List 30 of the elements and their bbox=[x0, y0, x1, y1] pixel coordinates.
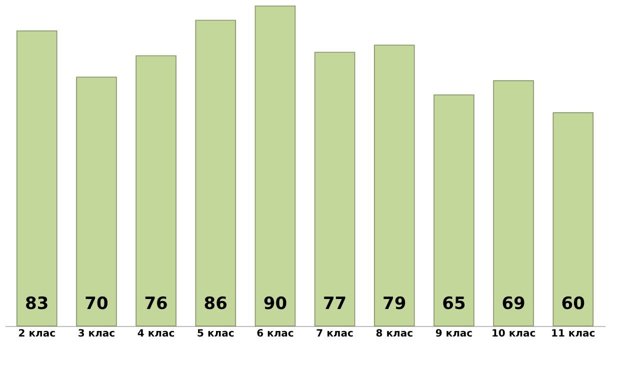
data-label: 70 bbox=[84, 294, 108, 314]
bar bbox=[76, 76, 117, 326]
data-label: 69 bbox=[502, 294, 526, 314]
data-label: 76 bbox=[144, 294, 168, 314]
data-label: 83 bbox=[25, 294, 49, 314]
bar bbox=[16, 30, 58, 326]
bar bbox=[434, 94, 474, 326]
x-tick-label: 6 клас bbox=[256, 328, 294, 340]
data-label: 79 bbox=[382, 294, 406, 314]
x-tick-label: 8 клас bbox=[376, 328, 414, 340]
x-tick-label: 4 клас bbox=[137, 328, 175, 340]
x-tick-label: 7 клас bbox=[316, 328, 354, 340]
data-label: 90 bbox=[263, 294, 288, 314]
bar bbox=[552, 112, 594, 326]
bar bbox=[195, 20, 236, 326]
data-label: 65 bbox=[442, 294, 466, 314]
x-tick-label: 2 клас bbox=[18, 328, 56, 340]
data-label: 86 bbox=[204, 294, 228, 314]
bar bbox=[493, 80, 534, 326]
x-tick-label: 10 клас bbox=[491, 328, 536, 340]
bar bbox=[254, 6, 296, 326]
x-tick-label: 3 клас bbox=[78, 328, 116, 340]
data-label: 77 bbox=[322, 294, 347, 314]
bar bbox=[136, 55, 176, 326]
x-tick-label: 5 клас bbox=[197, 328, 234, 340]
bar bbox=[374, 44, 415, 326]
x-tick-label: 11 клас bbox=[551, 328, 596, 340]
bar bbox=[314, 52, 356, 326]
x-tick-label: 9 клас bbox=[435, 328, 473, 340]
data-label: 60 bbox=[561, 294, 586, 314]
